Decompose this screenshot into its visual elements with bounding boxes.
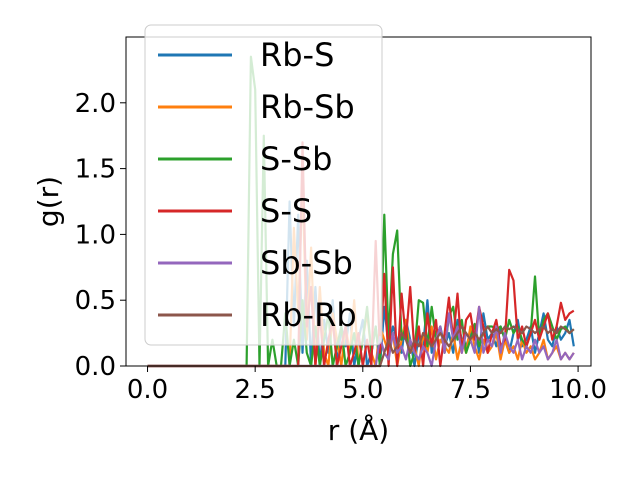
legend-entry-label: Rb-S [260, 36, 334, 74]
legend: Rb-S Rb-Sb S-Sb S-S Sb-Sb Rb-Rb [144, 24, 383, 346]
y-tick-label: 0.5 [75, 286, 116, 316]
legend-entry-label: S-S [260, 192, 312, 230]
x-tick-label: 10.0 [549, 375, 607, 405]
legend-entry-label: S-Sb [260, 140, 332, 178]
x-axis-ticks: 0.0 2.5 5.0 7.5 10.0 [127, 366, 607, 405]
y-tick-label: 2.0 [75, 89, 116, 119]
x-tick-label: 5.0 [342, 375, 383, 405]
x-tick-label: 2.5 [234, 375, 275, 405]
y-tick-label: 0.0 [75, 352, 116, 382]
y-tick-label: 1.0 [75, 220, 116, 250]
legend-entry-label: Rb-Sb [260, 88, 355, 126]
legend-box [144, 24, 383, 346]
legend-entry-label: Rb-Rb [260, 296, 357, 334]
y-axis-label: g(r) [32, 176, 65, 227]
y-axis-ticks: 0.0 0.5 1.0 1.5 2.0 [75, 89, 126, 382]
y-tick-label: 1.5 [75, 155, 116, 185]
x-tick-label: 7.5 [450, 375, 491, 405]
x-axis-label: r (Å) [328, 413, 389, 447]
legend-entry-label: Sb-Sb [260, 244, 353, 282]
x-tick-label: 0.0 [127, 375, 168, 405]
